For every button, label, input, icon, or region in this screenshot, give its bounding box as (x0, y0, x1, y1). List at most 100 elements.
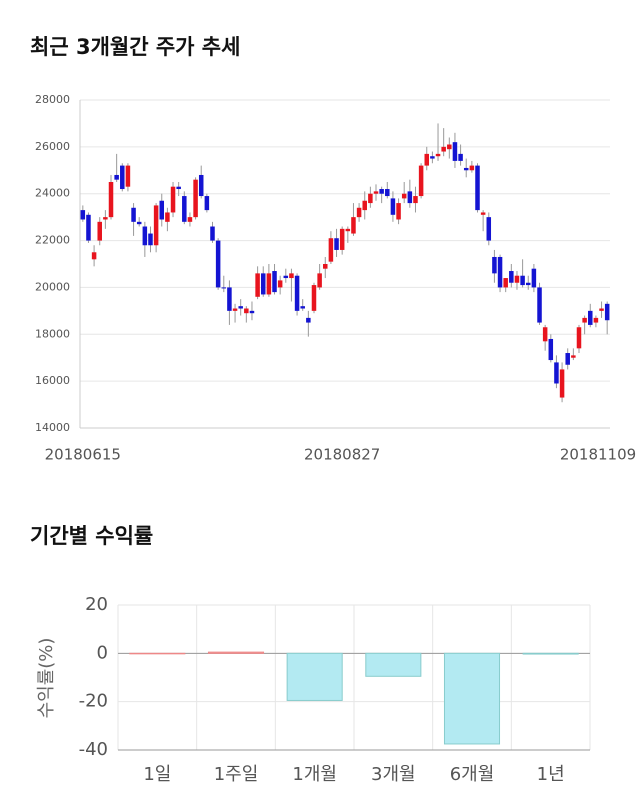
bar (365, 652, 422, 677)
chart-title: 최근 3개월간 주가 추세 (30, 35, 240, 59)
candle-body (136, 221, 142, 225)
candle-body (492, 256, 497, 274)
candle-body (238, 306, 243, 309)
candle-body (91, 252, 97, 260)
candle-body (249, 310, 255, 314)
candle-body (520, 275, 525, 286)
candle-body (351, 217, 356, 234)
candle-body (182, 196, 187, 222)
y-tick-label: 24000 (35, 187, 70, 200)
candle-body (283, 275, 289, 279)
y-tick-label: -20 (79, 691, 108, 712)
candle-body (148, 233, 153, 246)
y-tick-label: 18000 (35, 327, 70, 340)
y-tick-label: 20 (85, 594, 108, 615)
candle-body (159, 200, 165, 220)
candle-body (165, 212, 170, 222)
x-tick-label: 1주일 (214, 764, 259, 785)
candle-body (588, 310, 593, 325)
candle-body (97, 221, 102, 241)
candle-body (356, 207, 362, 218)
candle-body (215, 240, 221, 288)
candle-body (255, 273, 260, 297)
candle-body (514, 275, 520, 283)
candle-body (153, 205, 159, 246)
y-tick-label: -40 (79, 739, 108, 760)
candle-body (542, 327, 548, 342)
candle-body (289, 273, 294, 279)
candle-body (599, 308, 604, 311)
y-tick-label: 22000 (35, 234, 70, 247)
bar (443, 652, 501, 745)
candle-body (458, 153, 463, 161)
y-axis-label: 수익률(%) (36, 638, 57, 719)
candle-body (142, 226, 148, 246)
candle-body (407, 191, 413, 204)
candle-body (604, 303, 610, 321)
candle-body (210, 226, 215, 241)
candle-body (390, 198, 396, 215)
x-tick-label: 1년 (537, 764, 565, 785)
candle-body (232, 308, 238, 311)
candle-body (447, 144, 452, 150)
candle-body (373, 191, 379, 194)
candle-body (509, 271, 514, 283)
x-tick-label: 6개월 (450, 764, 495, 785)
candle-body (227, 287, 232, 311)
candle-body (103, 217, 108, 220)
candle-body (294, 275, 300, 311)
candle-body (559, 369, 565, 398)
candle-body (272, 271, 277, 293)
chart-title: 기간별 수익률 (30, 524, 153, 548)
candle-body (503, 278, 508, 288)
candle-body (306, 317, 311, 323)
x-tick-label: 1일 (143, 764, 171, 785)
candle-body (131, 207, 136, 222)
candle-body (328, 238, 334, 262)
bar (286, 652, 343, 701)
candle-body (593, 317, 599, 323)
candle-body (80, 210, 86, 220)
y-tick-label: 0 (97, 642, 108, 663)
candle-body (441, 146, 446, 152)
candle-body (463, 167, 469, 171)
candle-body (244, 308, 249, 314)
candle-body (401, 193, 407, 199)
candle-body (108, 182, 114, 218)
candle-body (114, 174, 119, 180)
candle-body (571, 355, 576, 358)
candle-body (339, 228, 345, 250)
candle-body (480, 212, 486, 215)
candle-body (221, 287, 227, 289)
x-tick-label: 20180827 (304, 446, 380, 464)
x-tick-label: 3개월 (371, 764, 416, 785)
candle-body (170, 186, 176, 213)
candle-body (385, 189, 390, 197)
candle-body (334, 238, 339, 250)
candle-body (486, 217, 492, 241)
candle-body (176, 186, 181, 190)
x-tick-label: 1개월 (292, 764, 337, 785)
candle-body (266, 273, 272, 295)
candle-body (260, 273, 266, 295)
candle-body (311, 285, 317, 311)
candle-body (120, 165, 125, 190)
candle-body (475, 165, 480, 211)
candle-body (418, 165, 424, 197)
candle-body (548, 338, 554, 361)
candle-body (323, 264, 328, 269)
candle-body (469, 165, 475, 171)
candle-body (187, 217, 193, 222)
candle-body (413, 196, 418, 204)
y-tick-label: 26000 (35, 140, 70, 153)
bar (522, 652, 579, 655)
candle-body (554, 362, 559, 384)
candle-body (317, 273, 322, 288)
y-tick-label: 16000 (35, 374, 70, 387)
candle-body (430, 156, 435, 159)
bar (129, 652, 186, 655)
candle-body (277, 280, 283, 288)
candle-body (125, 165, 131, 187)
candle-body (379, 189, 384, 194)
